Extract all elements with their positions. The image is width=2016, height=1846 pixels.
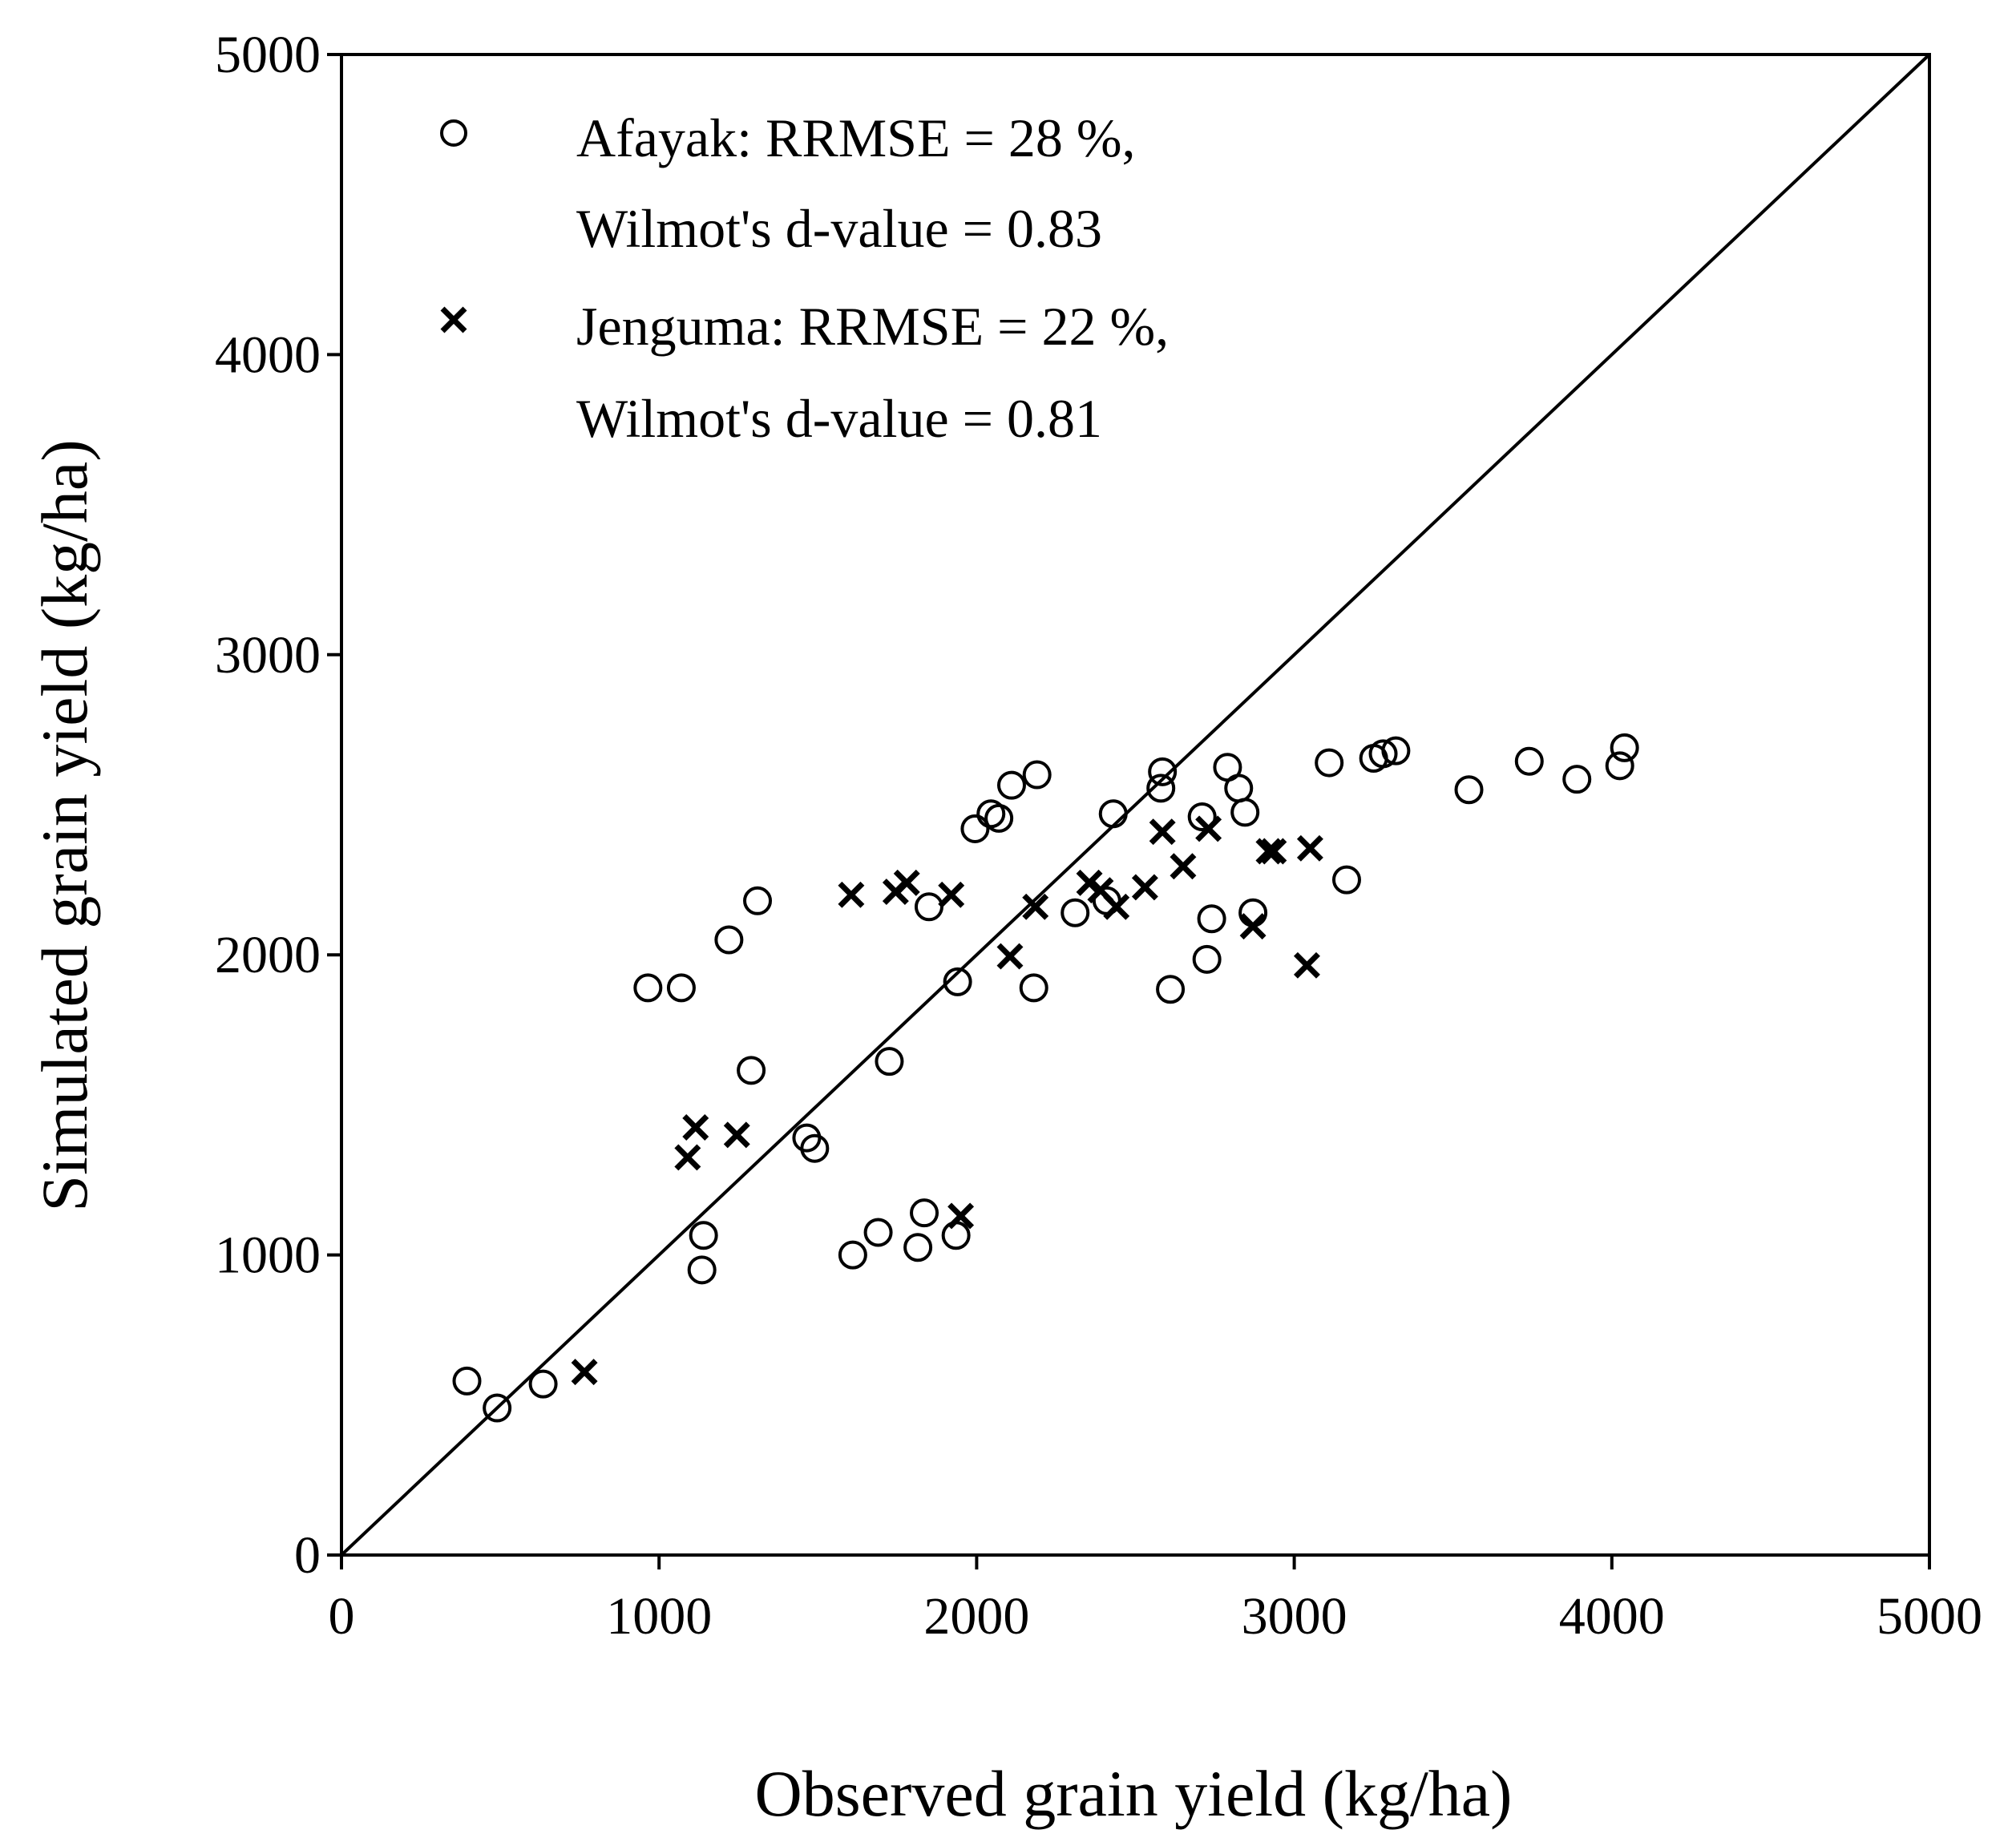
jenguma-point [1239, 913, 1267, 940]
y-tick-label: 1000 [215, 1226, 321, 1285]
afayak-point [714, 925, 744, 955]
afayak-point [1187, 802, 1217, 831]
one-to-one-line [340, 53, 1931, 1557]
x-tick-label: 2000 [923, 1587, 1029, 1646]
jenguma-point [674, 1144, 701, 1171]
data-points [452, 733, 1639, 1423]
afayak-point [1230, 798, 1260, 827]
afayak-point [1061, 898, 1090, 927]
legend-jenguma-line1: Jenguma: RRMSE = 22 %, [576, 296, 1169, 357]
jenguma-point [938, 881, 965, 908]
afayak-point [1610, 733, 1639, 762]
afayak-point [737, 1056, 766, 1085]
y-tick-label: 4000 [215, 325, 321, 384]
y-tick-label: 0 [294, 1526, 321, 1585]
afayak-point [1022, 760, 1052, 790]
x-tick-label: 3000 [1242, 1587, 1347, 1646]
x-tick-label: 0 [329, 1587, 355, 1646]
legend-jenguma-line2: Wilmot's d-value = 0.81 [576, 388, 1102, 449]
jenguma-point [1195, 815, 1222, 842]
jenguma-point [1255, 838, 1283, 865]
afayak-point [633, 973, 663, 1003]
plot-frame [340, 53, 1931, 1557]
afayak-point [910, 1198, 939, 1228]
afayak-point [528, 1369, 558, 1399]
legend-afayak-line2: Wilmot's d-value = 0.83 [576, 198, 1102, 259]
jenguma-point [1131, 874, 1158, 901]
legend-marker-afayak [440, 119, 467, 147]
x-tick-label: 1000 [606, 1587, 712, 1646]
afayak-point [687, 1255, 717, 1285]
afayak-point [838, 1240, 867, 1270]
jenguma-point [1260, 838, 1287, 865]
afayak-point [800, 1133, 830, 1163]
axes [340, 53, 1931, 1557]
legend: Afayak: RRMSE = 28 %, Wilmot's d-value =… [440, 107, 1169, 449]
jenguma-point [723, 1121, 750, 1149]
afayak-point [1315, 748, 1344, 778]
afayak-point [1192, 944, 1222, 974]
jenguma-point [1293, 951, 1320, 979]
jenguma-point [1103, 893, 1130, 920]
series-afayak [452, 733, 1639, 1423]
jenguma-point [1022, 893, 1049, 920]
jenguma-point [682, 1114, 709, 1141]
afayak-point [863, 1218, 893, 1247]
plot-area [340, 53, 1931, 1557]
afayak-point [1605, 751, 1634, 781]
jenguma-point [893, 869, 920, 896]
afayak-point [1148, 757, 1178, 786]
afayak-point [1197, 904, 1226, 934]
afayak-point [1381, 736, 1411, 765]
afayak-point [1098, 799, 1128, 829]
afayak-point [1331, 865, 1361, 895]
afayak-point [743, 886, 773, 915]
x-tick-label: 4000 [1559, 1587, 1665, 1646]
jenguma-point [1149, 818, 1176, 846]
jenguma-point [571, 1359, 598, 1386]
x-axis-title: Observed grain yield (kg/ha) [755, 1757, 1513, 1830]
afayak-point [1146, 774, 1176, 803]
legend-marker-jenguma [440, 306, 467, 333]
afayak-point [960, 814, 990, 843]
jenguma-point [838, 881, 865, 908]
afayak-point [452, 1366, 482, 1396]
afayak-point [984, 803, 1014, 833]
afayak-point [903, 1233, 933, 1262]
afayak-point [1238, 898, 1268, 927]
jenguma-point [996, 943, 1024, 970]
afayak-point [1368, 739, 1398, 769]
y-axis-title: Simulated grain yield (kg/ha) [28, 439, 101, 1211]
jenguma-point [947, 1202, 975, 1230]
afayak-point [1514, 746, 1544, 776]
series-jenguma [571, 815, 1323, 1386]
x-tick-label: 5000 [1877, 1587, 1982, 1646]
afayak-point [1019, 973, 1048, 1003]
jenguma-point [1170, 853, 1197, 880]
afayak-point [666, 973, 696, 1003]
afayak-point [1224, 774, 1254, 803]
legend-afayak-line1: Afayak: RRMSE = 28 %, [576, 107, 1136, 168]
afayak-point [914, 892, 943, 922]
afayak-point [943, 967, 972, 996]
afayak-point [875, 1047, 904, 1076]
y-tick-label: 5000 [215, 26, 321, 84]
jenguma-point [1296, 834, 1323, 862]
y-tick-label: 2000 [215, 926, 321, 984]
afayak-point [1454, 775, 1484, 805]
afayak-point [941, 1221, 971, 1250]
afayak-point [1562, 765, 1592, 794]
afayak-point [996, 770, 1026, 800]
y-tick-label: 3000 [215, 626, 321, 685]
axis-ticks: 0 1000 2000 3000 4000 5000 0 1000 2000 3000 4000 50… [215, 26, 1982, 1646]
afayak-point [483, 1393, 512, 1423]
afayak-point [689, 1221, 718, 1250]
afayak-point [1156, 975, 1186, 1004]
